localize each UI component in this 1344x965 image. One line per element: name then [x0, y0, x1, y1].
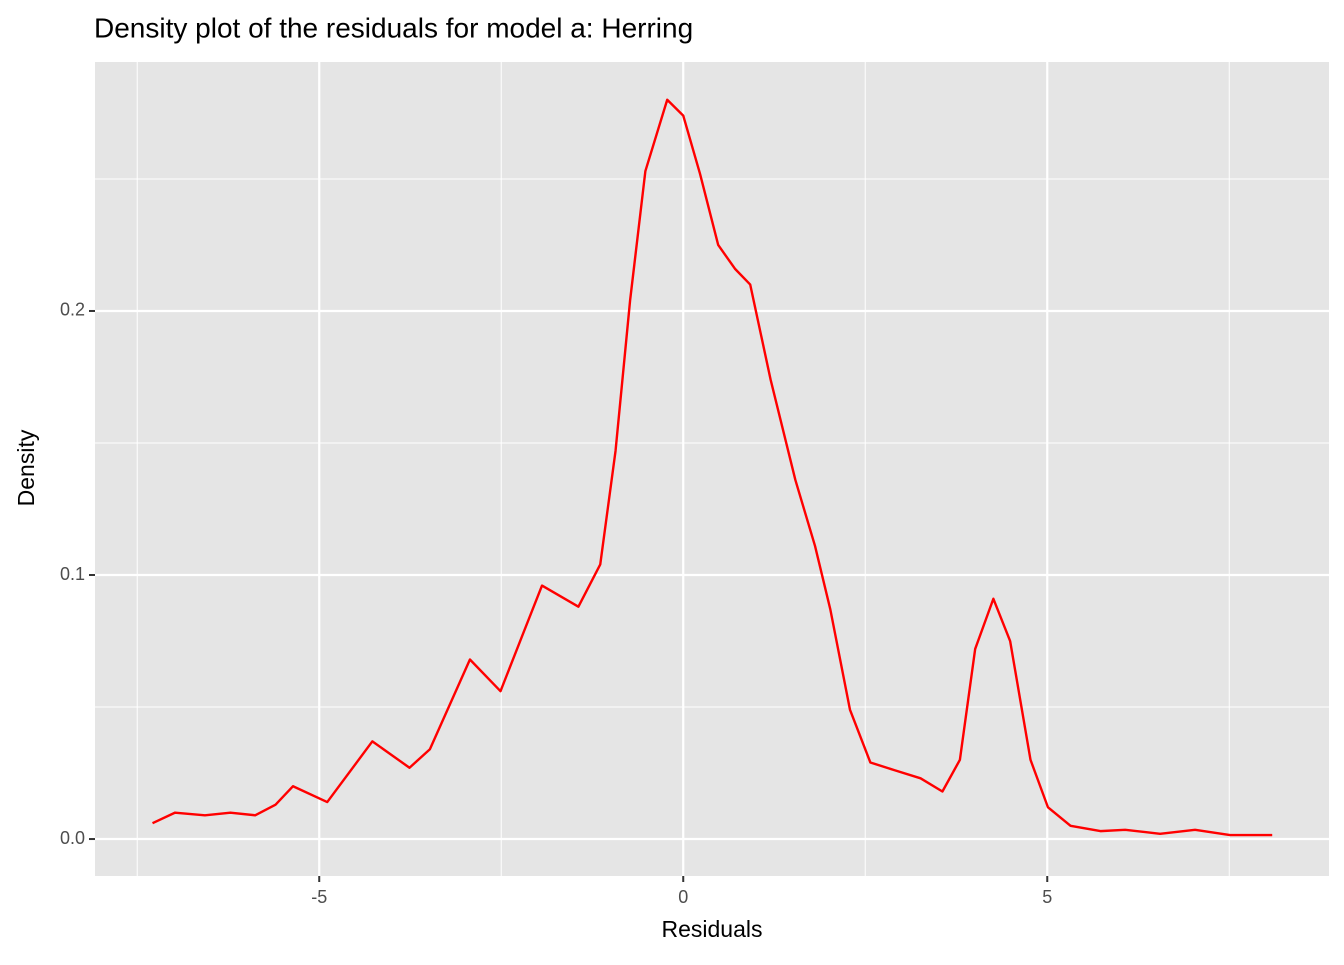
- y-tick-label: 0.2: [60, 300, 85, 320]
- x-tick-label: 5: [1042, 887, 1052, 907]
- y-tick-label: 0.1: [60, 564, 85, 584]
- density-line: [152, 98, 1273, 837]
- y-tick-label: 0.0: [60, 828, 85, 848]
- chart-title: Density plot of the residuals for model …: [94, 12, 693, 43]
- y-axis-label: Density: [13, 429, 39, 506]
- x-axis-label: Residuals: [662, 916, 763, 942]
- panel: [95, 62, 1329, 876]
- x-tick-label: -5: [311, 887, 327, 907]
- x-tick-label: 0: [678, 887, 688, 907]
